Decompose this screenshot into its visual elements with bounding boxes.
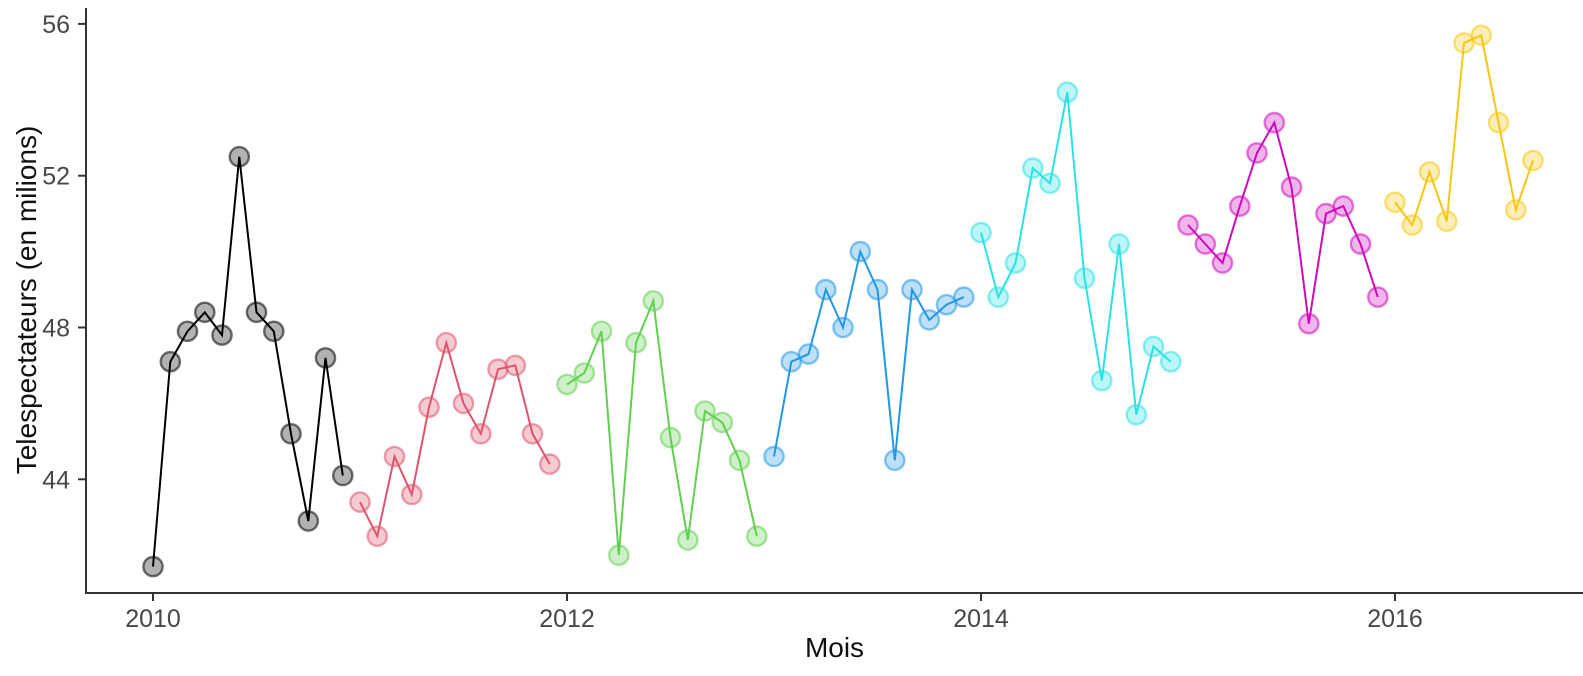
data-point-2011: [539, 453, 561, 475]
series-line-2010: [152, 156, 344, 567]
data-point-2010: [331, 464, 354, 487]
data-point-2014: [1056, 81, 1079, 103]
data-point-2010: [228, 145, 251, 168]
data-point-2016: [1453, 32, 1475, 54]
data-point-2013: [797, 343, 820, 365]
axis-lines: [85, 8, 1583, 594]
data-point-2011: [452, 392, 475, 415]
data-point-2015: [1280, 176, 1303, 198]
data-point-2016: [1470, 24, 1493, 47]
data-point-2011: [435, 331, 458, 354]
data-point-2014: [970, 221, 992, 244]
series-line-2013: [773, 248, 965, 461]
data-point-2013: [935, 293, 958, 316]
data-point-2011: [418, 396, 440, 419]
data-point-2013: [901, 278, 923, 301]
data-point-2011: [349, 491, 371, 513]
data-point-2011: [504, 354, 527, 377]
data-point-2013: [832, 316, 854, 339]
data-point-2010: [280, 422, 302, 445]
data-point-2014: [1160, 350, 1182, 373]
data-point-2011: [383, 445, 406, 468]
data-point-2010: [176, 320, 199, 343]
data-point-2011: [366, 525, 389, 548]
data-point-2015: [1211, 252, 1234, 274]
data-point-2010: [314, 347, 337, 369]
data-point-2011: [487, 358, 509, 381]
data-point-2011: [521, 422, 544, 445]
data-point-2010: [245, 301, 268, 324]
data-point-2012: [694, 400, 716, 422]
data-point-2016: [1384, 191, 1406, 214]
data-point-2015: [1229, 195, 1251, 217]
data-point-2016: [1505, 199, 1527, 221]
data-point-2010: [159, 350, 182, 373]
data-point-2012: [573, 362, 596, 384]
data-point-2016: [1522, 149, 1544, 172]
series-line-2011: [359, 338, 551, 540]
data-point-2016: [1401, 214, 1424, 236]
data-point-2010: [297, 510, 320, 532]
data-point-2014: [987, 286, 1010, 308]
x-tick-label: 2012: [539, 605, 595, 633]
data-point-2010: [262, 320, 285, 343]
y-tick-label: 52: [42, 163, 70, 191]
data-point-2015: [1349, 233, 1372, 255]
data-point-2014: [1091, 369, 1113, 392]
x-axis-title: Mois: [804, 632, 865, 663]
data-point-2014: [1073, 267, 1096, 290]
data-point-2015: [1298, 312, 1320, 335]
data-point-2016: [1436, 210, 1458, 232]
data-point-2010: [211, 324, 233, 346]
data-point-2015: [1332, 195, 1355, 217]
data-point-2013: [953, 286, 975, 308]
data-point-2014: [1022, 157, 1044, 179]
data-point-2013: [763, 445, 785, 468]
data-point-2012: [728, 449, 751, 472]
x-tick-label: 2010: [125, 605, 181, 633]
y-tick-label: 48: [42, 315, 70, 343]
data-point-2015: [1246, 142, 1268, 164]
series-line-2016: [1394, 33, 1534, 228]
series-line-2014: [980, 92, 1172, 416]
data-point-2014: [1125, 403, 1148, 426]
y-tick-label: 44: [42, 466, 70, 494]
data-point-2014: [1004, 252, 1027, 274]
data-point-2014: [1108, 233, 1130, 255]
y-axis-title: Telespectateurs (en milions): [11, 125, 42, 475]
data-point-2015: [1177, 214, 1199, 236]
data-point-2016: [1418, 161, 1441, 183]
data-point-2015: [1263, 111, 1286, 134]
data-point-2012: [625, 331, 647, 354]
data-point-2011: [400, 483, 423, 506]
data-point-2014: [1039, 172, 1061, 195]
data-point-2013: [884, 449, 906, 472]
series-line-2012: [566, 297, 758, 556]
data-point-2012: [677, 529, 699, 551]
data-point-2012: [590, 320, 613, 343]
data-point-2015: [1367, 286, 1389, 308]
data-point-2013: [815, 278, 837, 301]
data-point-2014: [1142, 335, 1165, 358]
data-point-2012: [556, 373, 578, 396]
x-tick-label: 2016: [1367, 605, 1423, 633]
data-point-2013: [849, 240, 872, 263]
data-point-2012: [659, 426, 682, 449]
series-line-2015: [1187, 119, 1379, 324]
data-point-2012: [711, 411, 734, 434]
x-tick-label: 2014: [953, 605, 1009, 633]
data-point-2012: [746, 525, 768, 548]
data-point-2013: [866, 278, 889, 301]
data-point-2010: [193, 301, 216, 324]
data-point-2015: [1194, 233, 1217, 255]
data-point-2013: [918, 309, 941, 331]
data-point-2016: [1487, 111, 1510, 134]
y-tick-label: 56: [42, 11, 70, 39]
data-point-2010: [142, 555, 164, 578]
data-point-2012: [642, 290, 665, 312]
data-point-2012: [608, 544, 630, 567]
data-point-2011: [469, 422, 492, 445]
